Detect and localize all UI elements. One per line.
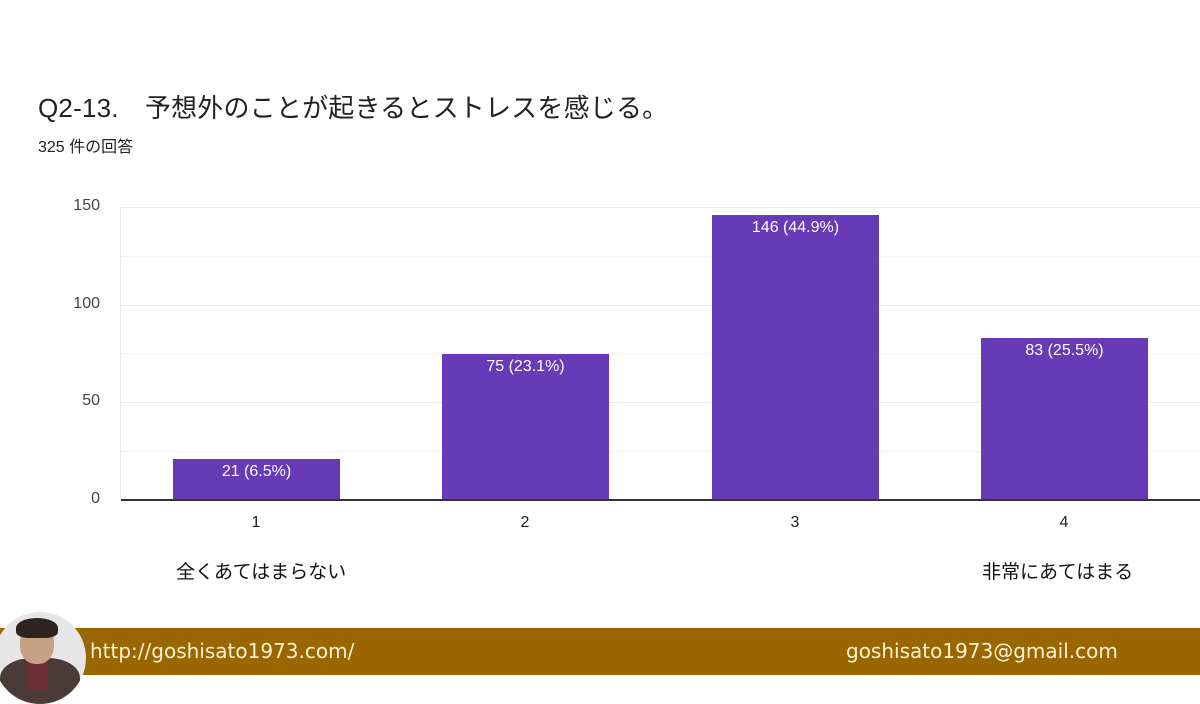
avatar-hair xyxy=(16,618,58,638)
chart-title: Q2-13. 予想外のことが起きるとストレスを感じる。 xyxy=(38,93,669,123)
bar-4[interactable]: 83 (25.5%) xyxy=(981,337,1148,500)
plot-area: 21 (6.5%) 75 (23.1%) 146 (44.9%) 83 (25.… xyxy=(120,207,1200,501)
bar-1-label: 21 (6.5%) xyxy=(221,462,292,480)
website-link[interactable]: http://goshisato1973.com/ xyxy=(90,639,355,663)
x-tick-1: 1 xyxy=(251,514,261,531)
gridline-125 xyxy=(121,256,1200,257)
y-tick-0: 0 xyxy=(91,490,100,507)
response-count: 325 件の回答 xyxy=(38,139,134,156)
y-tick-150: 150 xyxy=(73,197,100,214)
x-tick-3: 3 xyxy=(790,514,800,531)
y-tick-50: 50 xyxy=(82,392,100,409)
x-tick-2: 2 xyxy=(520,514,530,531)
bar-4-label: 83 (25.5%) xyxy=(1025,341,1104,359)
bar-2[interactable]: 75 (23.1%) xyxy=(442,353,609,500)
bar-1[interactable]: 21 (6.5%) xyxy=(173,458,340,500)
y-tick-100: 100 xyxy=(73,295,100,312)
gridline-25 xyxy=(121,451,1200,452)
scale-low-label: 全くあてはまらない xyxy=(176,562,347,583)
avatar-shirt xyxy=(28,660,48,690)
bar-3[interactable]: 146 (44.9%) xyxy=(712,214,879,500)
x-axis-baseline xyxy=(121,499,1200,501)
footer-bar xyxy=(0,628,1200,675)
gridline-75 xyxy=(121,353,1200,354)
gridline-150 xyxy=(121,207,1200,208)
bar-3-label: 146 (44.9%) xyxy=(751,218,840,236)
email-link[interactable]: goshisato1973@gmail.com xyxy=(846,639,1118,663)
gridline-50 xyxy=(121,402,1200,403)
author-avatar xyxy=(0,612,86,704)
x-tick-4: 4 xyxy=(1059,514,1069,531)
bar-2-label: 75 (23.1%) xyxy=(486,357,565,375)
gridline-100 xyxy=(121,305,1200,306)
scale-high-label: 非常にあてはまる xyxy=(982,562,1134,583)
